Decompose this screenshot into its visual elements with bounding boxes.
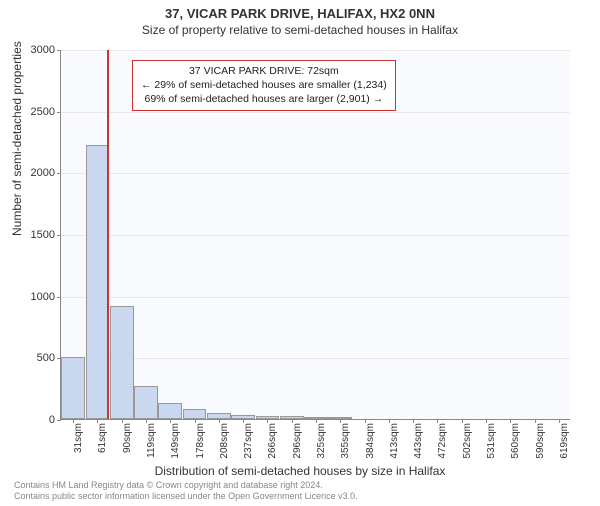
- xtick-label: 531sqm: [486, 423, 497, 459]
- chart-title-main: 37, VICAR PARK DRIVE, HALIFAX, HX2 0NN: [0, 6, 600, 21]
- gridline: [61, 235, 570, 236]
- property-marker-line: [107, 50, 109, 419]
- xtick-label: 502sqm: [462, 423, 473, 459]
- histogram-bar: [183, 409, 207, 419]
- gridline: [61, 297, 570, 298]
- y-axis-label: Number of semi-detached properties: [10, 41, 24, 236]
- histogram-bar: [158, 403, 182, 419]
- xtick-label: 384sqm: [365, 423, 376, 459]
- gridline: [61, 112, 570, 113]
- histogram-bar: [61, 357, 85, 419]
- ytick-mark: [57, 235, 61, 236]
- ytick-label: 1000: [31, 291, 55, 303]
- ytick-mark: [57, 173, 61, 174]
- xtick-label: 413sqm: [389, 423, 400, 459]
- xtick-label: 31sqm: [73, 423, 84, 453]
- xtick-label: 90sqm: [122, 423, 133, 453]
- xtick-label: 208sqm: [219, 423, 230, 459]
- footer-line-2: Contains public sector information licen…: [14, 491, 358, 502]
- ytick-mark: [57, 420, 61, 421]
- ytick-mark: [57, 297, 61, 298]
- xtick-label: 355sqm: [340, 423, 351, 459]
- ytick-mark: [57, 112, 61, 113]
- ytick-label: 0: [49, 414, 55, 426]
- xtick-label: 266sqm: [267, 423, 278, 459]
- histogram-bar: [110, 306, 134, 419]
- xtick-label: 560sqm: [510, 423, 521, 459]
- footer-line-1: Contains HM Land Registry data © Crown c…: [14, 480, 358, 491]
- x-axis-label: Distribution of semi-detached houses by …: [0, 464, 600, 478]
- ytick-mark: [57, 50, 61, 51]
- footer-attribution: Contains HM Land Registry data © Crown c…: [14, 480, 358, 503]
- gridline: [61, 358, 570, 359]
- xtick-label: 590sqm: [535, 423, 546, 459]
- info-box-line-0: 37 VICAR PARK DRIVE: 72sqm: [141, 64, 387, 78]
- ytick-label: 3000: [31, 44, 55, 56]
- xtick-label: 149sqm: [170, 423, 181, 459]
- chart-title-sub: Size of property relative to semi-detach…: [0, 23, 600, 37]
- info-box-line-2: 69% of semi-detached houses are larger (…: [141, 92, 387, 106]
- xtick-label: 61sqm: [97, 423, 108, 453]
- ytick-label: 2000: [31, 167, 55, 179]
- gridline: [61, 173, 570, 174]
- xtick-label: 325sqm: [316, 423, 327, 459]
- ytick-label: 1500: [31, 229, 55, 241]
- histogram-bar: [134, 386, 158, 419]
- ytick-label: 500: [37, 352, 55, 364]
- chart-area: 05001000150020002500300031sqm61sqm90sqm1…: [60, 50, 570, 420]
- info-box-line-1: ← 29% of semi-detached houses are smalle…: [141, 78, 387, 92]
- xtick-label: 443sqm: [413, 423, 424, 459]
- xtick-label: 178sqm: [195, 423, 206, 459]
- gridline: [61, 50, 570, 51]
- histogram-bar: [86, 145, 110, 419]
- ytick-label: 2500: [31, 106, 55, 118]
- xtick-label: 119sqm: [146, 423, 157, 458]
- info-box: 37 VICAR PARK DRIVE: 72sqm← 29% of semi-…: [132, 60, 396, 111]
- xtick-label: 237sqm: [243, 423, 254, 459]
- xtick-label: 296sqm: [292, 423, 303, 459]
- xtick-label: 619sqm: [559, 423, 570, 459]
- xtick-label: 472sqm: [437, 423, 448, 459]
